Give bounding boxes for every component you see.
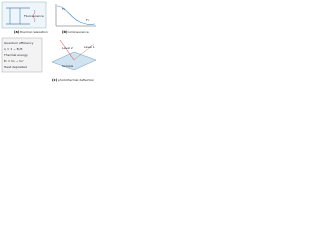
caption: photothermal deflection [58, 78, 94, 82]
panel-frame [1, 1, 47, 29]
note: Heat deposited [4, 65, 27, 69]
page: Fluorescence (a) thermal relaxation F₀ F… [0, 0, 320, 86]
label: Level 2 [62, 46, 73, 50]
panel-b: F₀ F₁ (b) luminescence [55, 4, 96, 34]
note: Thermal energy [3, 53, 28, 57]
panel-a: Fluorescence (a) thermal relaxation [1, 1, 48, 34]
beam [59, 39, 75, 61]
curve [56, 5, 96, 25]
label: Fluorescence [24, 14, 44, 18]
label: F₀ [62, 7, 66, 11]
panel-c: Sample Level 1 Level 2 (c) photothermal … [51, 39, 97, 82]
box [1, 37, 43, 73]
caption: thermal relaxation [20, 30, 48, 34]
arrow [9, 8, 21, 24]
caption: luminescence [68, 30, 89, 34]
panel-tag: (a) [14, 30, 20, 34]
panel-tag: (c) [52, 78, 58, 82]
note: η = 1 − Eₜ/E [4, 47, 22, 51]
panel-tag: (b) [62, 30, 68, 34]
figure: Fluorescence (a) thermal relaxation F₀ F… [1, 1, 97, 82]
label: Sample [62, 64, 73, 68]
notes-box: Quantum efficiency η = 1 − Eₜ/E Thermal … [1, 37, 43, 73]
sample-plate [51, 51, 97, 71]
beam [73, 43, 95, 61]
label: F₁ [86, 18, 90, 22]
label: Level 1 [84, 45, 95, 49]
note: Eₜ = hν − hν' [4, 59, 24, 63]
note: Quantum efficiency [4, 41, 34, 45]
wavy-arrow [32, 9, 36, 23]
